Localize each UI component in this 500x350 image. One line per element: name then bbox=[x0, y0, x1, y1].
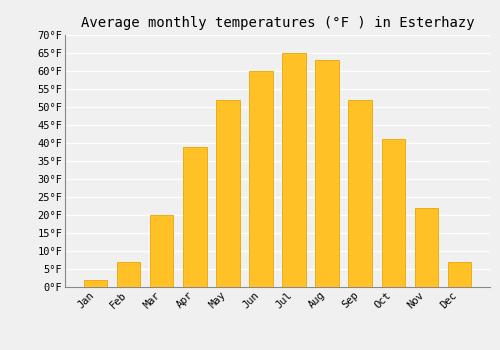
Bar bbox=[414, 208, 438, 287]
Bar bbox=[84, 280, 108, 287]
Title: Average monthly temperatures (°F ) in Esterhazy: Average monthly temperatures (°F ) in Es… bbox=[80, 16, 474, 30]
Bar bbox=[348, 100, 372, 287]
Bar bbox=[448, 262, 470, 287]
Bar bbox=[250, 71, 272, 287]
Bar bbox=[118, 262, 141, 287]
Bar bbox=[382, 139, 404, 287]
Bar bbox=[282, 53, 306, 287]
Bar bbox=[316, 60, 338, 287]
Bar bbox=[150, 215, 174, 287]
Bar bbox=[184, 147, 206, 287]
Bar bbox=[216, 100, 240, 287]
